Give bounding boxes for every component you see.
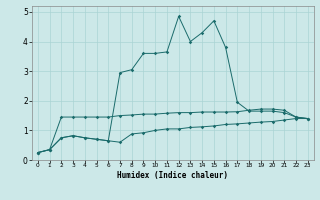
X-axis label: Humidex (Indice chaleur): Humidex (Indice chaleur) xyxy=(117,171,228,180)
